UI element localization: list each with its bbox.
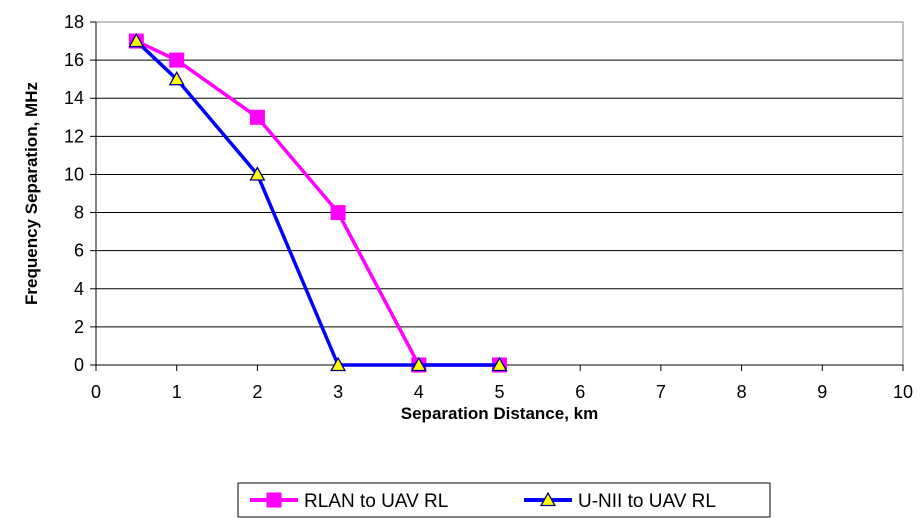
data-point-triangle <box>128 32 145 48</box>
data-point-square <box>249 109 265 125</box>
x-tick-label: 7 <box>656 382 666 402</box>
y-tick-label: 8 <box>74 203 84 223</box>
x-tick-label: 5 <box>494 382 504 402</box>
series-line <box>135 39 500 367</box>
data-point-triangle <box>249 166 266 181</box>
y-tick-label: 10 <box>64 164 84 184</box>
series-2 <box>128 32 508 372</box>
legend: RLAN to UAV RL U-NII to UAV RL <box>237 482 771 518</box>
x-axis-ticks: 0 1 2 3 4 5 6 7 8 9 10 <box>91 365 913 402</box>
series-layer <box>128 32 508 373</box>
data-point-triangle <box>491 356 508 372</box>
x-tick-label: 3 <box>333 382 343 402</box>
y-tick-label: 14 <box>64 88 84 108</box>
x-tick-label: 4 <box>414 382 424 402</box>
data-point-triangle <box>168 70 185 86</box>
y-tick-label: 16 <box>64 50 84 70</box>
y-tick-label: 4 <box>74 279 84 299</box>
y-tick-label: 6 <box>74 241 84 261</box>
x-tick-label: 0 <box>91 382 101 402</box>
y-tick-label: 18 <box>64 12 84 32</box>
data-point-triangle <box>539 491 557 507</box>
y-axis-ticks: 0 2 4 6 8 10 12 14 16 18 <box>64 12 96 375</box>
gridlines <box>96 21 903 366</box>
data-point-triangle <box>330 356 347 372</box>
legend-label: U-NII to UAV RL <box>578 491 716 512</box>
y-tick-label: 12 <box>64 126 84 146</box>
y-axis-title: Frequency Separation, MHz <box>22 82 41 305</box>
x-tick-label: 8 <box>737 382 747 402</box>
data-point-square <box>330 205 346 221</box>
x-tick-label: 6 <box>575 382 585 402</box>
y-tick-label: 2 <box>74 317 84 337</box>
x-tick-label: 1 <box>172 382 182 402</box>
x-tick-label: 10 <box>893 382 913 402</box>
axes <box>95 22 903 366</box>
y-tick-label: 0 <box>74 355 84 375</box>
plot-area <box>95 21 904 366</box>
data-point-square <box>169 52 185 68</box>
x-tick-label: 2 <box>252 382 262 402</box>
x-axis-title: Separation Distance, km <box>401 404 598 423</box>
legend-label: RLAN to UAV RL <box>304 491 448 512</box>
x-tick-label: 9 <box>817 382 827 402</box>
data-point-triangle <box>410 356 427 372</box>
legend-box <box>237 482 771 518</box>
data-point-square <box>266 492 282 508</box>
